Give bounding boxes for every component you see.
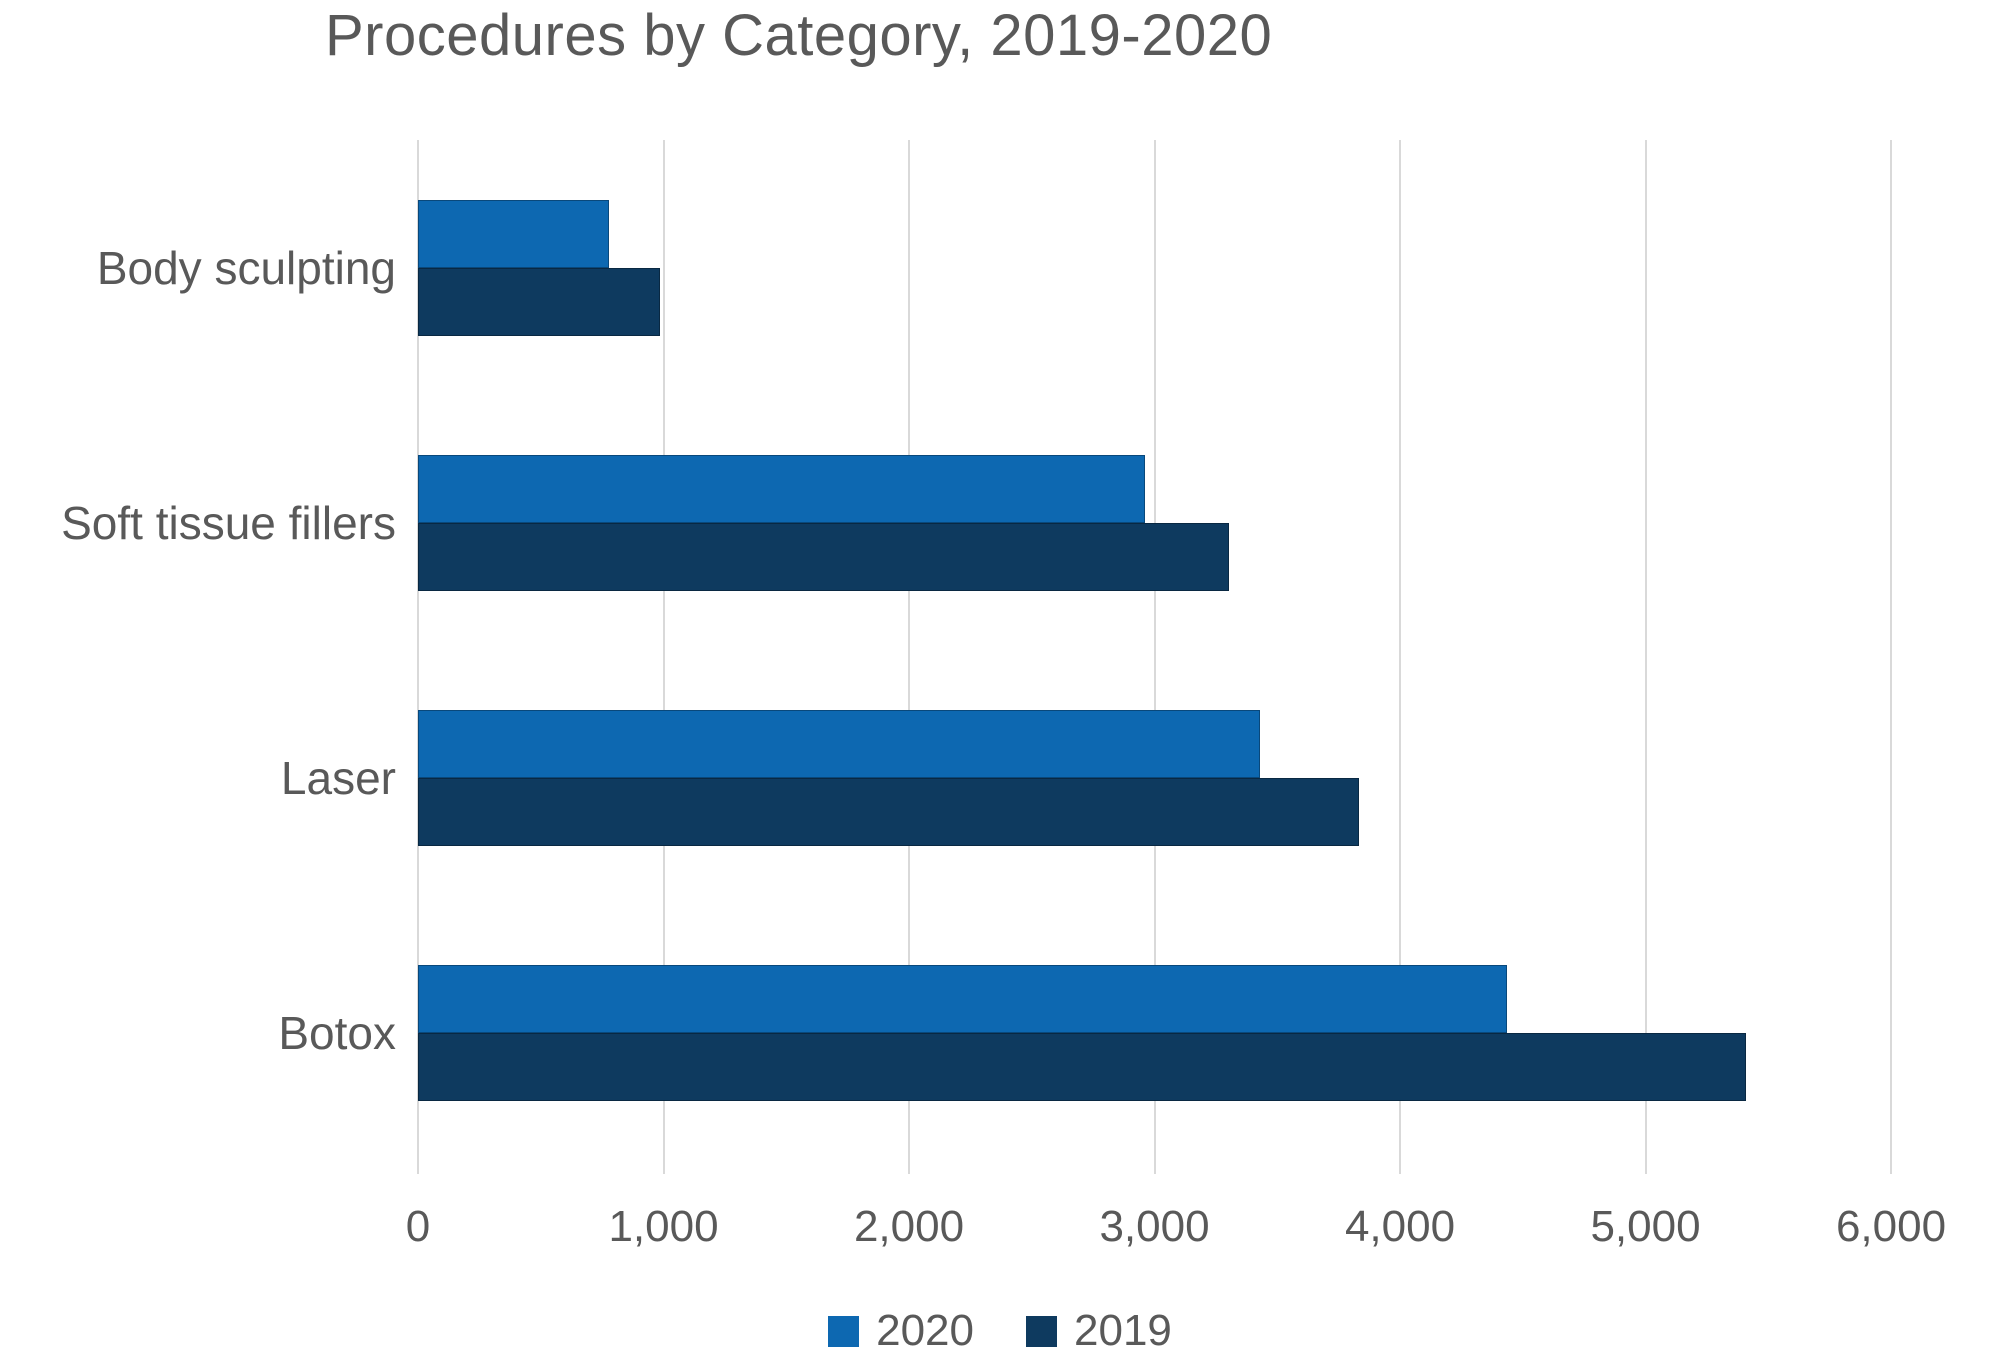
bar-2020-body-sculpting	[418, 199, 610, 268]
axis-tick-6-000	[1890, 1160, 1892, 1174]
category-label-body-sculpting: Body sculpting	[96, 241, 396, 294]
gridline-1-000	[662, 140, 665, 1160]
x-tick-label-5-000: 5,000	[1590, 1202, 1701, 1251]
bar-2020-botox	[418, 964, 1507, 1033]
x-tick-label-3-000: 3,000	[1099, 1202, 1210, 1251]
axis-tick-5-000	[1644, 1160, 1647, 1174]
legend-item-2019: 2019	[1026, 1306, 1172, 1356]
legend-swatch-2020	[828, 1315, 860, 1347]
gridline-6-000	[1890, 140, 1892, 1160]
bar-2020-soft-tissue-fillers	[418, 454, 1145, 523]
x-tick-label-2-000: 2,000	[853, 1202, 965, 1251]
chart-title: Procedures by Category, 2019-2020	[325, 3, 1273, 68]
axis-tick-2-000	[908, 1160, 910, 1174]
axis-tick-0	[417, 1160, 419, 1174]
category-label-botox: Botox	[278, 1006, 396, 1059]
gridline-4-000	[1399, 140, 1401, 1160]
legend-label-2020: 2020	[876, 1306, 974, 1355]
legend-item-2020: 2020	[828, 1306, 974, 1356]
category-label-laser: Laser	[280, 751, 396, 804]
legend-swatch-2019	[1026, 1315, 1057, 1347]
bar-2019-body-sculpting	[418, 267, 660, 336]
axis-tick-4-000	[1399, 1160, 1401, 1174]
plot-area	[417, 140, 1892, 1160]
legend-label-2019: 2019	[1074, 1306, 1172, 1355]
gridline-2-000	[908, 140, 910, 1160]
x-tick-label-6-000: 6,000	[1835, 1202, 1947, 1251]
category-label-soft-tissue-fillers: Soft tissue fillers	[61, 496, 396, 549]
x-tick-label-0: 0	[405, 1202, 431, 1251]
bar-2020-laser	[418, 709, 1261, 778]
x-tick-label-1-000: 1,000	[608, 1202, 719, 1251]
bar-2019-laser	[418, 777, 1360, 846]
bar-2019-soft-tissue-fillers	[418, 522, 1230, 591]
axis-tick-3-000	[1153, 1160, 1156, 1174]
gridline-5-000	[1644, 140, 1647, 1160]
gridline-3-000	[1153, 140, 1156, 1160]
x-tick-label-4-000: 4,000	[1344, 1202, 1456, 1251]
legend: 2020 2019	[0, 1306, 2000, 1356]
gridline-0	[417, 140, 419, 1160]
bar-2019-botox	[418, 1032, 1747, 1101]
axis-tick-1-000	[662, 1160, 665, 1174]
